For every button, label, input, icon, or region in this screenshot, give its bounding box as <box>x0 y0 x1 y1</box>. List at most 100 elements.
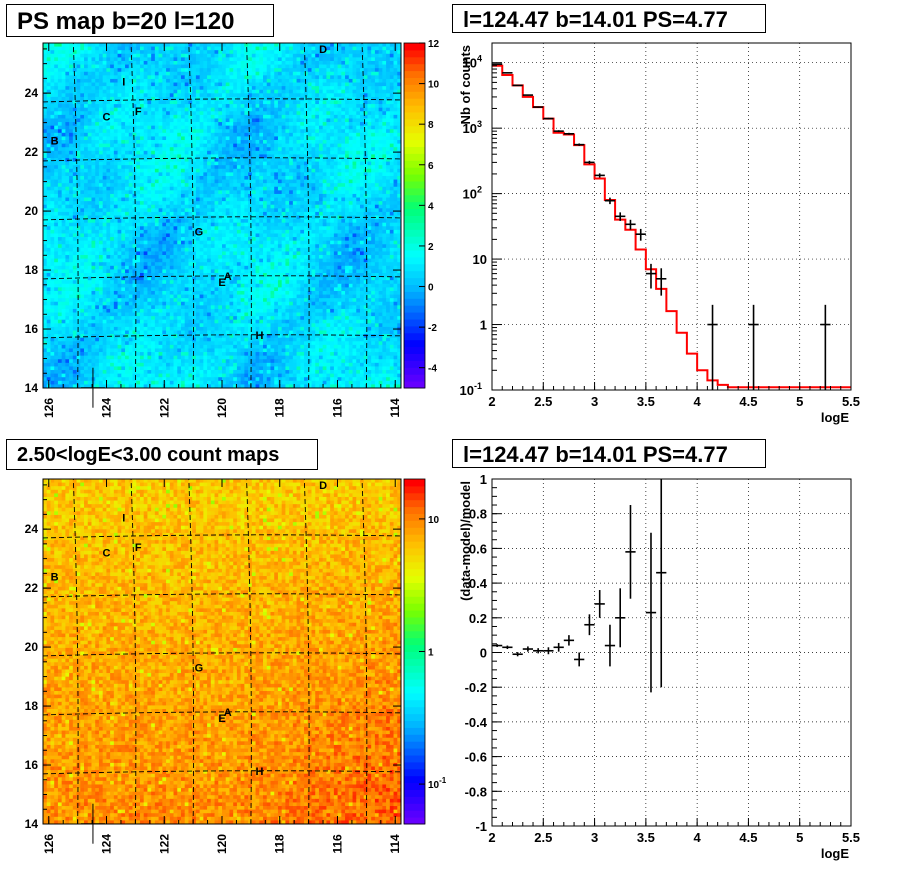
count-coord-grid <box>42 478 402 825</box>
colorbar-tick-label: 1 <box>428 648 434 659</box>
x-tick-label: 114 <box>388 834 402 854</box>
data-point <box>594 173 605 178</box>
longitude-line <box>130 478 137 825</box>
ps-map-ticks <box>43 43 401 389</box>
latitude-line <box>42 652 402 657</box>
x-tick-label: 118 <box>273 398 287 418</box>
residual-point <box>615 588 626 648</box>
colorbar-band <box>404 43 425 51</box>
colorbar-band <box>404 208 425 216</box>
longitude-line <box>361 478 368 825</box>
colorbar-band <box>404 174 425 182</box>
y-tick-label: 18 <box>25 699 39 713</box>
data-point <box>522 94 534 96</box>
x-tick-label: 3 <box>591 830 598 845</box>
colorbar-band <box>404 181 425 189</box>
colorbar-band <box>404 755 425 763</box>
residual-frame <box>491 478 852 827</box>
longitude-line <box>246 42 252 389</box>
x-tick-label: 2.5 <box>534 394 552 409</box>
colorbar-band <box>404 699 425 708</box>
colorbar-band <box>404 810 425 818</box>
colorbar-band <box>404 250 425 258</box>
x-tick-label: 124 <box>100 398 114 418</box>
colorbar-band <box>404 291 425 299</box>
source-label: F <box>135 106 142 118</box>
source-label: D <box>319 480 327 492</box>
colorbar-band <box>404 644 425 652</box>
y-tick-label: 16 <box>25 322 39 336</box>
colorbar-band <box>404 630 425 639</box>
colorbar-band <box>404 568 425 577</box>
colorbar-band <box>404 672 425 680</box>
colorbar-band <box>404 146 425 154</box>
residual-point <box>553 642 564 652</box>
colorbar-tick-label: 0 <box>428 283 434 294</box>
latitude-line <box>42 593 402 598</box>
y-tick-label: 0 <box>480 646 487 661</box>
spectrum-title: l=124.47 b=14.01 PS=4.77 <box>452 4 766 33</box>
residual-point <box>604 624 616 667</box>
x-tick-label: 116 <box>330 834 344 854</box>
x-tick-label: 5.5 <box>842 394 860 409</box>
colorbar-band <box>404 263 425 272</box>
x-tick-label: 124 <box>100 834 114 854</box>
colorbar-band <box>404 748 425 756</box>
colorbar-band <box>404 56 425 65</box>
ps-map-title: PS map b=20 l=120 <box>6 4 274 37</box>
colorbar-frame <box>403 42 426 389</box>
residual-point <box>645 532 657 693</box>
residual-point <box>512 652 523 657</box>
source-label: I <box>122 512 125 524</box>
colorbar-band <box>404 353 425 361</box>
residual-plot: 2 2.5 3 3.5 4 4.5 5 5.5 1 0.8 0.6 0.4 0.2 0 -0.2 -0.4 -0… <box>458 472 860 861</box>
colorbar-tick-label: 12 <box>428 39 440 50</box>
latitude-line <box>42 98 402 103</box>
count-map-ticks <box>43 479 401 825</box>
x-tick-label: 3.5 <box>637 830 655 845</box>
colorbar-band <box>404 374 425 382</box>
spectrum-grid <box>491 43 852 391</box>
longitude-line <box>72 478 79 825</box>
y-tick-label: 24 <box>25 522 39 536</box>
colorbar-band <box>404 298 425 306</box>
colorbar-band <box>404 686 425 694</box>
y-tick-label: -0.2 <box>465 680 487 695</box>
x-tick-label: 4.5 <box>739 830 757 845</box>
data-point <box>492 63 503 65</box>
y-axis-label: Nb of counts <box>458 45 473 124</box>
y-tick-label: 102 <box>463 185 482 202</box>
x-tick-label: 126 <box>42 398 56 418</box>
colorbar-band <box>404 98 425 106</box>
x-tick-label: 5 <box>796 830 803 845</box>
colorbar-band <box>404 761 425 770</box>
colorbar-band <box>404 637 425 646</box>
colorbar-band <box>404 727 425 735</box>
colorbar-band <box>404 105 425 113</box>
colorbar-band <box>404 236 425 244</box>
colorbar-tick-label: 4 <box>428 201 434 212</box>
colorbar-band <box>404 527 425 535</box>
x-tick-label: 122 <box>157 834 171 854</box>
x-tick-label: 122 <box>157 398 171 418</box>
colorbar-band <box>404 167 425 175</box>
latitude-line <box>42 770 402 775</box>
y-tick-label: 0.8 <box>469 507 487 522</box>
residual-point <box>584 614 595 636</box>
x-axis-label: logE <box>821 410 849 425</box>
y-tick-label: -1 <box>475 819 487 834</box>
y-tick-label: 1 <box>480 318 487 333</box>
colorbar-band <box>404 201 425 210</box>
latitude-line <box>42 711 402 716</box>
colorbar-band <box>404 256 425 265</box>
colorbar-band <box>404 534 425 542</box>
longitude-line <box>188 478 195 825</box>
colorbar-band <box>404 312 425 320</box>
residual-point <box>574 652 585 667</box>
source-label: C <box>103 548 111 560</box>
source-label: F <box>135 542 142 554</box>
source-label: H <box>256 766 264 778</box>
data-point <box>820 304 831 390</box>
data-point <box>584 160 595 165</box>
